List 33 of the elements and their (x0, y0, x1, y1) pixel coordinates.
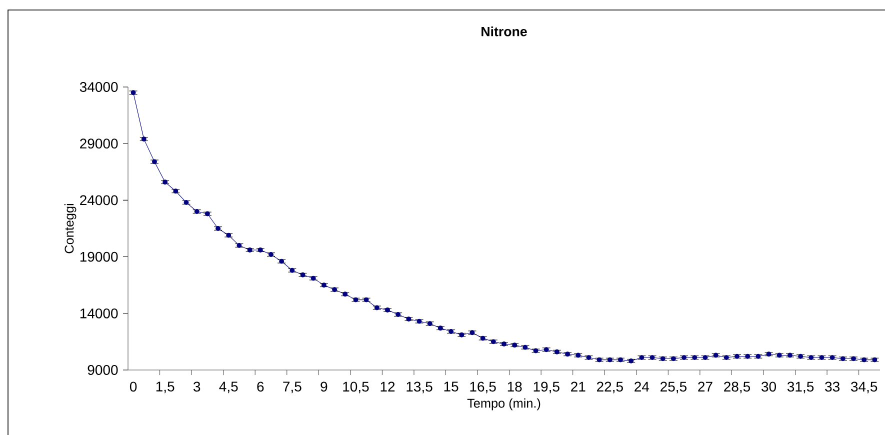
x-tick-label: 10,5 (343, 382, 369, 394)
x-tick-label: 15 (444, 382, 458, 392)
x-tick-label: 25,5 (660, 382, 686, 394)
x-tick-label: 28,5 (724, 382, 750, 394)
x-tick-label: 12 (380, 382, 395, 392)
x-tick-label: 22,5 (597, 382, 623, 394)
x-tick-label: 34,5 (851, 382, 878, 394)
x-tick-label: 3 (193, 382, 200, 392)
y-axis-title: Conteggi (64, 204, 76, 254)
x-tick-label: 16,5 (470, 382, 496, 394)
x-tick-label: 30 (762, 382, 776, 392)
y-tick-label: 19000 (80, 252, 118, 262)
x-tick-label: 18 (508, 382, 522, 392)
x-tick-label: 21 (571, 382, 586, 392)
x-axis-title: Tempo (min.) (467, 398, 540, 410)
x-tick-label: 19,5 (534, 382, 560, 394)
x-tick-label: 33 (825, 382, 840, 392)
y-tick-label: 14000 (80, 308, 118, 318)
x-tick-label: 31,5 (787, 382, 814, 394)
x-tick-label: 1,5 (156, 382, 174, 394)
x-tick-label: 27 (698, 382, 712, 392)
x-tick-label: 4,5 (219, 382, 238, 394)
x-tick-label: 6 (257, 382, 264, 392)
x-tick-label: 13,5 (406, 382, 432, 394)
y-tick-label: 34000 (80, 82, 118, 92)
y-tick-label: 9000 (88, 365, 118, 375)
x-tick-label: 0 (130, 382, 137, 392)
x-tick-label: 9 (320, 382, 328, 392)
y-tick-label: 29000 (80, 138, 118, 149)
x-tick-label: 24 (634, 382, 650, 392)
y-tick-label: 24000 (80, 195, 118, 206)
chart-title: Nitrone (482, 26, 527, 36)
x-tick-label: 7,5 (283, 382, 302, 394)
